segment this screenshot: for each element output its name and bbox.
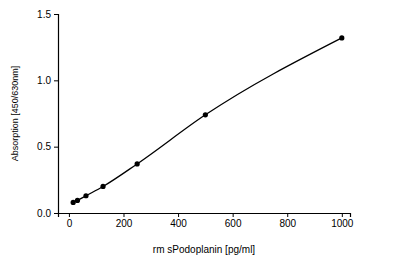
tick-label: 800 [279,218,296,229]
tick-label: 0.5 [37,141,51,152]
tick: 0.5 [37,141,58,152]
tick-mark [178,213,179,217]
tick-label: 1.0 [37,75,51,86]
point [100,184,105,189]
tick-label: 400 [170,218,187,229]
tick: 800 [279,213,296,229]
point [135,161,140,166]
tick: 400 [170,213,187,229]
tick-mark [287,213,288,217]
tick-label: 0 [67,218,73,229]
tick: 1.5 [37,9,58,20]
axis-line [54,15,59,214]
y-axis: 0.0 0.5 1.0 1.5 [37,9,58,219]
chart: 0 200 400 600 800 1000 0.0 0.5 1.0 1.5 rm sPodopla… [0,0,400,265]
tick-label: 600 [225,218,242,229]
tick-mark [342,213,343,217]
tick-label: 0.0 [37,208,51,219]
tick-label: 1.5 [37,9,51,20]
tick: 0 [67,213,73,229]
tick-mark [54,147,58,148]
axis-line [59,214,351,218]
tick-label: 1000 [331,218,354,229]
x-axis-title: rm sPodoplanin [pg/ml] [153,244,255,255]
series [71,35,345,205]
tick-label: 200 [116,218,133,229]
tick: 200 [116,213,133,229]
line [73,38,342,203]
y-axis-title: Absorption [450/630nm] [10,66,20,162]
tick-mark [69,213,70,217]
point [339,35,344,40]
point [203,112,208,117]
tick: 1000 [331,213,354,229]
tick: 1.0 [37,75,58,86]
tick-mark [233,213,234,217]
tick-mark [54,213,58,214]
tick-mark [54,80,58,81]
tick-mark [54,14,58,15]
tick: 600 [225,213,242,229]
point [75,198,80,203]
plot: 0 200 400 600 800 1000 0.0 0.5 1.0 1.5 [37,9,354,229]
tick: 0.0 [37,208,58,219]
point [83,193,88,198]
tick-mark [123,213,124,217]
x-axis: 0 200 400 600 800 1000 [59,213,354,229]
